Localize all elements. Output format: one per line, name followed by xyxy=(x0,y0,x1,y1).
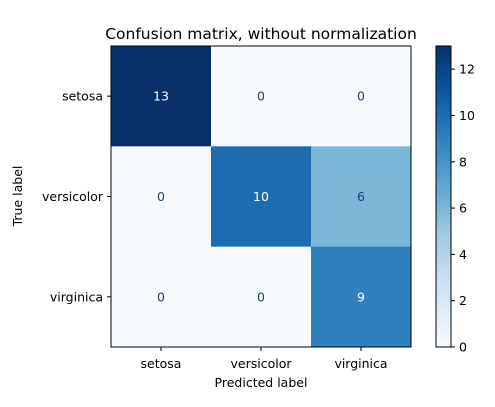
cell-value-label: 0 xyxy=(257,89,265,104)
colorbar-tick-label: 12 xyxy=(459,62,475,77)
matrix-cell xyxy=(111,46,212,147)
x-tick-label: setosa xyxy=(141,356,182,371)
colorbar-tick-label: 8 xyxy=(459,154,467,169)
colorbar-tick-label: 4 xyxy=(459,247,467,262)
chart-title: Confusion matrix, without normalization xyxy=(105,25,417,43)
cell-value-label: 0 xyxy=(357,89,365,104)
colorbar-tick-label: 6 xyxy=(459,201,467,216)
cell-value-label: 10 xyxy=(253,189,269,204)
cell-value-label: 13 xyxy=(153,89,169,104)
colorbar-tick-label: 10 xyxy=(459,108,475,123)
y-axis-ticks: setosa versicolor virginica xyxy=(42,89,111,304)
matrix-cell xyxy=(211,246,312,348)
matrix-cell xyxy=(311,246,412,348)
x-tick-label: virginica xyxy=(334,356,387,371)
colorbar-tick-label: 0 xyxy=(459,340,467,355)
colorbar-tick-label: 2 xyxy=(459,293,467,308)
cell-value-label: 0 xyxy=(257,289,265,304)
matrix-cells xyxy=(111,46,412,348)
y-tick-label: virginica xyxy=(50,289,103,304)
matrix-cell-labels: 13 0 0 0 10 6 0 0 9 xyxy=(153,89,365,305)
x-axis-label: Predicted label xyxy=(215,375,308,390)
y-axis-label: True label xyxy=(10,166,25,228)
matrix-cell xyxy=(111,246,212,348)
cell-value-label: 9 xyxy=(357,289,365,304)
matrix-cell xyxy=(211,146,312,248)
x-tick-label: versicolor xyxy=(231,356,293,371)
y-tick-label: setosa xyxy=(62,89,103,104)
colorbar xyxy=(435,45,452,348)
x-axis-ticks: setosa versicolor virginica xyxy=(141,346,388,371)
cell-value-label: 6 xyxy=(357,189,365,204)
matrix-cell xyxy=(311,46,412,147)
matrix-cell xyxy=(111,146,212,248)
colorbar-ticks: 0 2 4 6 8 10 12 xyxy=(451,62,475,355)
y-tick-label: versicolor xyxy=(42,189,104,204)
cell-value-label: 0 xyxy=(157,289,165,304)
cell-value-label: 0 xyxy=(157,189,165,204)
matrix-cell xyxy=(211,46,312,147)
matrix-cell xyxy=(311,146,412,248)
